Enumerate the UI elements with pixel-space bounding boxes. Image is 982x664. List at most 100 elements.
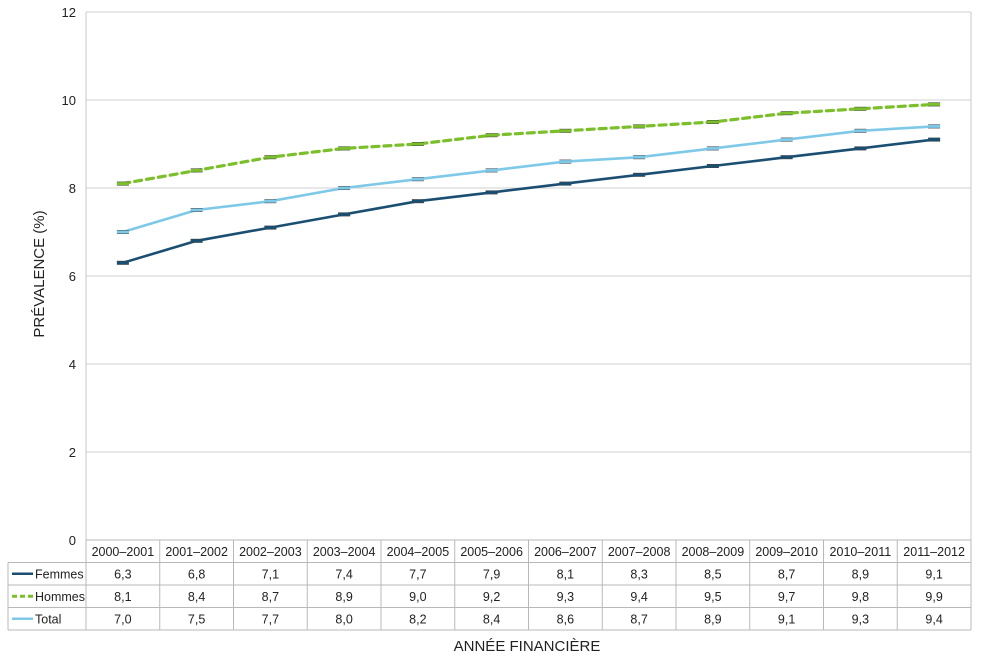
y-tick-label: 4 [69, 357, 76, 372]
data-point-hommes [411, 142, 424, 146]
point-marker [338, 146, 351, 150]
point-marker [116, 230, 129, 234]
x-tick-label: 2011–2012 [903, 545, 965, 559]
table-cell-total: 8,6 [557, 612, 574, 626]
point-marker [485, 133, 498, 137]
data-point-femmes [116, 260, 129, 265]
table-cell-hommes: 9,9 [925, 590, 942, 604]
data-point-total [485, 168, 498, 173]
y-axis-ticks: 0 2 4 6 8 10 12 [62, 5, 76, 548]
table-cell-femmes: 7,7 [409, 567, 426, 581]
data-point-femmes [411, 199, 424, 204]
data-point-hommes [485, 133, 498, 138]
point-marker [264, 199, 277, 203]
table-cell-hommes: 9,5 [704, 590, 721, 604]
table-cell-total: 9,3 [852, 612, 869, 626]
point-marker [706, 120, 719, 124]
point-marker [633, 124, 646, 128]
point-marker [780, 138, 793, 142]
gridlines [85, 11, 972, 541]
data-point-hommes [928, 102, 941, 107]
point-marker [411, 142, 424, 146]
table-cell-femmes: 7,4 [335, 567, 352, 581]
data-point-femmes [190, 238, 203, 243]
point-marker [928, 124, 941, 128]
x-tick-label: 2004–2005 [387, 545, 450, 559]
data-point-total [559, 159, 572, 164]
table-cell-total: 8,7 [630, 612, 647, 626]
data-point-femmes [706, 164, 719, 168]
table-cell-total: 9,1 [778, 612, 795, 626]
data-point-hommes [116, 181, 129, 186]
data-point-femmes [780, 155, 793, 160]
data-point-femmes [485, 190, 498, 195]
y-tick-label: 8 [69, 181, 76, 196]
point-marker [559, 182, 572, 186]
series-line-hommes [121, 102, 936, 186]
point-marker [706, 146, 719, 150]
table-cell-total: 8,2 [409, 612, 426, 626]
point-marker [485, 168, 498, 172]
data-point-total [411, 177, 424, 182]
table-cell-total: 8,0 [335, 612, 352, 626]
data-point-total [780, 137, 793, 142]
point-marker [485, 190, 498, 194]
table-cell-hommes: 8,1 [114, 590, 131, 604]
table-cell-femmes: 9,1 [925, 567, 942, 581]
data-point-femmes [338, 212, 351, 217]
point-marker [190, 208, 203, 212]
y-tick-label: 10 [62, 93, 76, 108]
point-marker [928, 102, 941, 106]
table-cell-hommes: 9,2 [483, 590, 500, 604]
y-axis-title: PRÉVALENCE (%) [31, 210, 48, 337]
x-tick-label: 2009–2010 [755, 545, 818, 559]
y-tick-label: 2 [69, 445, 76, 460]
point-marker [559, 160, 572, 164]
point-marker [928, 138, 941, 142]
series-line-total [121, 125, 936, 234]
table-cell-hommes: 9,8 [852, 590, 869, 604]
point-marker [264, 155, 277, 159]
data-point-femmes [854, 146, 867, 151]
x-tick-label: 2008–2009 [682, 545, 745, 559]
data-point-total [928, 124, 941, 129]
x-tick-label: 2010–2011 [830, 545, 892, 559]
point-marker [633, 173, 646, 177]
table-cell-hommes: 9,7 [778, 590, 795, 604]
point-marker [633, 155, 646, 159]
y-tick-label: 6 [69, 269, 76, 284]
table-cell-femmes: 8,3 [630, 567, 647, 581]
point-marker [780, 155, 793, 159]
data-point-total [190, 208, 203, 212]
data-point-hommes [633, 124, 646, 129]
table-cell-femmes: 6,8 [188, 567, 205, 581]
table-cell-hommes: 9,0 [409, 590, 426, 604]
y-tick-label: 12 [62, 5, 76, 20]
legend-label-total: Total [35, 612, 61, 626]
table-cell-femmes: 7,1 [262, 567, 279, 581]
data-point-total [854, 128, 867, 133]
x-tick-label: 2000–2001 [92, 545, 155, 559]
table-cell-femmes: 6,3 [114, 567, 131, 581]
data-point-total [264, 199, 277, 204]
legend-label-femmes: Femmes [35, 567, 84, 581]
point-marker [780, 111, 793, 115]
point-marker [190, 239, 203, 243]
point-marker [116, 261, 129, 265]
table-cell-hommes: 8,7 [262, 590, 279, 604]
table-cell-femmes: 8,5 [704, 567, 721, 581]
point-marker [559, 129, 572, 133]
point-marker [338, 186, 351, 190]
data-point-total [706, 146, 719, 151]
point-marker [116, 182, 129, 186]
point-marker [854, 107, 867, 111]
table-cell-total: 9,4 [925, 612, 942, 626]
data-point-total [633, 155, 646, 160]
table-cell-total: 7,0 [114, 612, 131, 626]
data-point-femmes [264, 225, 277, 230]
legend-label-hommes: Hommes [35, 590, 85, 604]
point-marker [411, 199, 424, 203]
data-point-femmes [928, 137, 941, 142]
x-tick-label: 2005–2006 [460, 545, 523, 559]
